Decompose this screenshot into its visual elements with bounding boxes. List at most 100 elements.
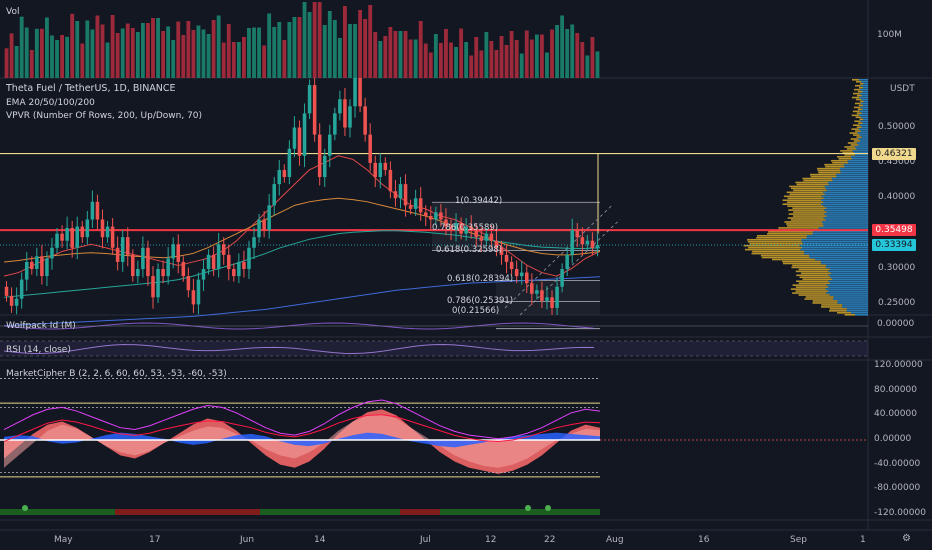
fib-label: 0.786(0.25391) (447, 295, 514, 306)
vpvr-row-down (812, 233, 868, 235)
marketcipher-legend[interactable]: MarketCipher B (2, 2, 6, 60, 60, 53, -53… (6, 369, 227, 379)
vpvr-row-up (853, 134, 860, 136)
volume-bar (140, 23, 145, 78)
volume-bar (4, 48, 9, 78)
vpvr-row-down (861, 80, 868, 83)
vpvr-row-down (842, 304, 868, 306)
time-axis-tick: 16 (698, 535, 710, 545)
volume-legend[interactable]: Vol (6, 7, 20, 17)
volume-bar (555, 25, 559, 78)
buy-dot (22, 505, 28, 511)
candle-body (267, 205, 271, 231)
ema-legend[interactable]: EMA 20/50/100/200 (6, 98, 95, 108)
fib-label: 0.786(0.35589) (432, 223, 499, 234)
vpvr-row-down (837, 302, 868, 304)
currency-label: USDT (890, 84, 915, 94)
vpvr-row-up (854, 102, 861, 105)
time-axis-tick: 17 (149, 535, 161, 545)
trend-channel (504, 205, 613, 309)
volume-bar (368, 5, 373, 78)
vpvr-row-down (854, 146, 868, 148)
settings-gear-icon[interactable]: ⚙ (902, 533, 911, 544)
candle-body (277, 169, 282, 185)
vpvr-row-up (832, 161, 849, 164)
vpvr-row-up (831, 159, 848, 162)
vpvr-row-down (836, 175, 868, 178)
volume-bar (312, 2, 317, 78)
vpvr-row-up (837, 312, 851, 314)
candle-body (565, 254, 569, 270)
candle-body (343, 99, 347, 128)
volume-bar (565, 29, 570, 78)
vpvr-row-up (748, 246, 803, 249)
vpvr-row-up (838, 157, 852, 160)
time-axis-tick: 1 (860, 535, 866, 545)
candle-body (30, 261, 34, 270)
candle-body (85, 219, 90, 238)
volume-bar (80, 43, 85, 78)
vpvr-row-down (860, 140, 868, 142)
volume-bar (484, 32, 489, 78)
volume-bar (277, 22, 282, 78)
vpvr-row-up (747, 240, 802, 243)
candle-body (363, 106, 367, 135)
vpvr-row-down (825, 187, 868, 190)
vpvr-row-up (747, 238, 802, 241)
vpvr-row-up (851, 78, 860, 81)
candle-body (136, 269, 140, 277)
vpvr-row-down (828, 274, 868, 277)
volume-bar (444, 29, 448, 78)
vpvr-row-down (857, 132, 868, 134)
candle-body (499, 247, 504, 255)
vpvr-row-down (824, 185, 868, 188)
vpvr-row-up (852, 124, 860, 126)
volume-bar (267, 13, 272, 78)
vpvr-row-up (786, 223, 823, 225)
volume-bar (156, 18, 160, 78)
signal-strip (0, 509, 600, 515)
rsi-legend[interactable]: RSI (14, close) (6, 345, 71, 355)
vpvr-row-down (831, 177, 868, 180)
vpvr-row-up (853, 88, 861, 91)
vpvr-row-up (855, 98, 862, 101)
vpvr-row-down (840, 169, 868, 172)
volume-bar (272, 27, 277, 78)
wolfpack-legend[interactable]: Wolfpack Id (M) (6, 321, 76, 331)
vpvr-row-up (784, 221, 823, 223)
vpvr-row-down (828, 286, 868, 288)
vpvr-row-down (821, 195, 868, 198)
volume-bar (65, 36, 70, 78)
volume-bar (514, 40, 519, 78)
vpvr-row-down (799, 244, 868, 247)
volume-bar (509, 31, 514, 78)
volume-bar (287, 22, 292, 78)
symbol-title[interactable]: Theta Fuel / TetherUS, 1D, BINANCE (6, 83, 176, 94)
vpvr-row-down (858, 128, 868, 130)
vpvr-row-up (857, 90, 863, 93)
vpvr-row-up (792, 215, 827, 217)
volume-bar (317, 2, 322, 78)
vpvr-row-up (782, 262, 822, 265)
candle-body (590, 240, 595, 248)
volume-bar (236, 42, 241, 78)
candle-body (464, 226, 468, 234)
osc-axis-tick: 40.00000 (874, 409, 917, 420)
vpvr-row-up (798, 294, 830, 296)
vpvr-row-down (802, 246, 868, 249)
volume-bar (373, 32, 378, 78)
vpvr-legend[interactable]: VPVR (Number Of Rows, 200, Up/Down, 70) (6, 111, 203, 121)
candle-body (40, 256, 44, 277)
vpvr-row-up (851, 114, 860, 117)
candle-body (35, 256, 39, 270)
volume-bar (34, 28, 39, 78)
candle-body (570, 230, 574, 255)
vpvr-row-down (863, 86, 868, 89)
price-badge: 0.33394 (872, 239, 916, 251)
vpvr-row-up (824, 163, 844, 166)
vpvr-row-down (824, 213, 868, 215)
volume-bar (433, 34, 438, 78)
candle-body (474, 230, 479, 238)
volume-bar (307, 12, 312, 78)
